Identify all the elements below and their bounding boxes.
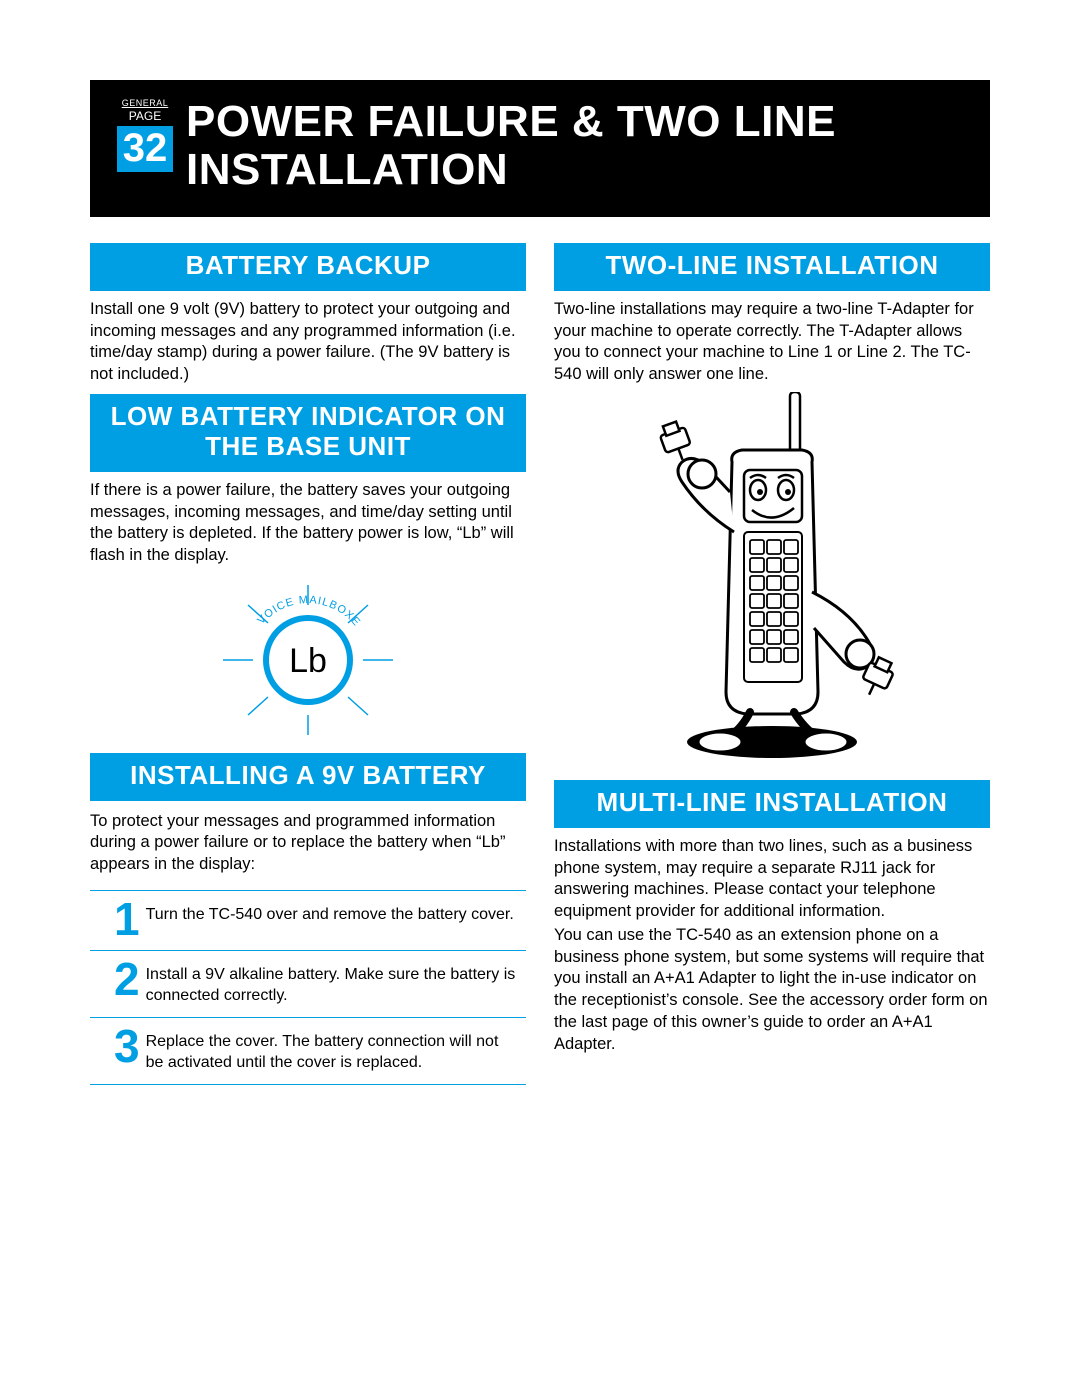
text-battery-backup: Install one 9 volt (9V) battery to prote… — [90, 299, 526, 386]
text-multi-line-2: You can use the TC-540 as an extension p… — [554, 925, 990, 1056]
step-number: 3 — [114, 1026, 140, 1067]
badge-general-label: GENERAL — [110, 98, 180, 108]
heading-battery-backup: BATTERY BACKUP — [90, 243, 526, 291]
heading-low-battery: LOW BATTERY INDICATOR ON THE BASE UNIT — [90, 394, 526, 472]
badge-page-label: PAGE — [110, 109, 180, 123]
step-number: 1 — [114, 899, 140, 940]
lb-indicator-icon: 3 VOICE MAILBOXES Lb — [198, 575, 418, 745]
text-install-9v-intro: To protect your messages and programmed … — [90, 811, 526, 876]
page-header: GENERAL PAGE 32 POWER FAILURE & TWO LINE… — [90, 80, 990, 217]
install-step: 1 Turn the TC-540 over and remove the ba… — [90, 890, 526, 950]
lb-center-text: Lb — [289, 642, 327, 680]
heading-two-line: TWO-LINE INSTALLATION — [554, 243, 990, 291]
svg-text:3 VOICE MAILBOXES: 3 VOICE MAILBOXES — [198, 575, 363, 630]
lb-arc-text: 3 VOICE MAILBOXES — [198, 575, 363, 630]
lb-indicator-figure: 3 VOICE MAILBOXES Lb — [198, 575, 418, 745]
step-number: 2 — [114, 959, 140, 1000]
left-column: BATTERY BACKUP Install one 9 volt (9V) b… — [90, 235, 526, 1085]
page-title: POWER FAILURE & TWO LINE INSTALLATION — [186, 98, 970, 193]
phone-character-icon — [612, 392, 932, 772]
install-steps: 1 Turn the TC-540 over and remove the ba… — [90, 890, 526, 1085]
right-column: TWO-LINE INSTALLATION Two-line installat… — [554, 235, 990, 1085]
page-number: 32 — [117, 126, 174, 172]
heading-install-9v: INSTALLING A 9V BATTERY — [90, 753, 526, 801]
text-multi-line-1: Installations with more than two lines, … — [554, 836, 990, 923]
text-low-battery: If there is a power failure, the battery… — [90, 480, 526, 567]
heading-multi-line: MULTI-LINE INSTALLATION — [554, 780, 990, 828]
page-badge: GENERAL PAGE 32 — [110, 98, 180, 172]
step-text: Install a 9V alkaline battery. Make sure… — [146, 961, 518, 1007]
install-step: 2 Install a 9V alkaline battery. Make su… — [90, 950, 526, 1017]
install-step: 3 Replace the cover. The battery connect… — [90, 1017, 526, 1085]
content-columns: BATTERY BACKUP Install one 9 volt (9V) b… — [90, 235, 990, 1085]
step-text: Turn the TC-540 over and remove the batt… — [146, 901, 514, 926]
step-text: Replace the cover. The battery connectio… — [146, 1028, 518, 1074]
phone-character-figure — [554, 392, 990, 772]
text-two-line: Two-line installations may require a two… — [554, 299, 990, 386]
